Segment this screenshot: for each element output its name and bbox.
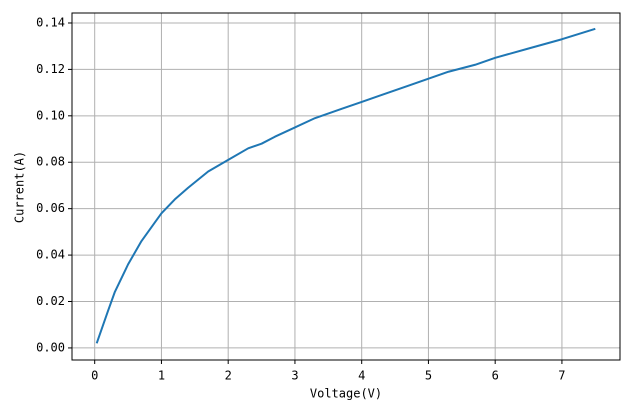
x-tick-label: 4 [358, 369, 365, 383]
x-tick-label: 6 [492, 369, 499, 383]
y-tick-label: 0.10 [36, 108, 65, 122]
y-tick-label: 0.04 [36, 248, 65, 262]
y-axis-label: Current(A) [13, 151, 27, 223]
plot-frame [71, 12, 621, 361]
x-tick-label: 2 [225, 369, 232, 383]
y-tick-label: 0.00 [36, 340, 65, 354]
x-tick-label: 7 [558, 369, 565, 383]
x-tick-label: 1 [158, 369, 165, 383]
y-tick-label: 0.14 [36, 15, 65, 29]
x-axis-label: Voltage(V) [310, 387, 382, 401]
data-line [95, 27, 596, 344]
y-tick-label: 0.02 [36, 294, 65, 308]
y-tick-label: 0.08 [36, 155, 65, 169]
y-tick-label: 0.06 [36, 201, 65, 215]
x-tick-label: 5 [425, 369, 432, 383]
x-tick-label: 3 [291, 369, 298, 383]
x-tick-label: 0 [91, 369, 98, 383]
y-tick-label: 0.12 [36, 62, 65, 76]
